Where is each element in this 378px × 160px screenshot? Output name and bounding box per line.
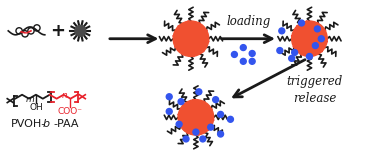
Text: OH: OH	[29, 103, 43, 112]
Circle shape	[292, 50, 297, 55]
Text: triggered
release: triggered release	[286, 75, 342, 105]
Circle shape	[314, 26, 320, 32]
Circle shape	[213, 97, 218, 103]
Circle shape	[166, 108, 172, 114]
Circle shape	[208, 124, 214, 130]
Circle shape	[178, 100, 214, 135]
Circle shape	[318, 36, 324, 42]
Circle shape	[292, 21, 327, 56]
Circle shape	[218, 131, 223, 137]
Circle shape	[240, 45, 246, 51]
Circle shape	[196, 89, 202, 95]
Circle shape	[178, 99, 184, 105]
Circle shape	[277, 48, 283, 53]
Text: b: b	[42, 119, 50, 129]
Text: PVOH-: PVOH-	[11, 119, 46, 129]
Circle shape	[279, 28, 285, 34]
Text: +: +	[50, 22, 65, 40]
Circle shape	[307, 53, 313, 59]
Text: -PAA: -PAA	[54, 119, 79, 129]
Circle shape	[193, 129, 199, 135]
Circle shape	[173, 21, 209, 56]
Circle shape	[313, 43, 318, 48]
Circle shape	[75, 25, 86, 36]
Circle shape	[200, 136, 206, 142]
Circle shape	[176, 121, 182, 127]
Text: COO⁻: COO⁻	[58, 107, 83, 116]
Circle shape	[299, 20, 305, 26]
Text: loading: loading	[226, 15, 270, 28]
Text: m: m	[26, 95, 34, 104]
Circle shape	[183, 136, 189, 142]
Text: n: n	[62, 91, 67, 100]
Circle shape	[231, 52, 237, 57]
Circle shape	[218, 112, 223, 117]
Circle shape	[249, 58, 255, 64]
Circle shape	[249, 51, 255, 56]
Circle shape	[228, 116, 234, 122]
Circle shape	[166, 94, 172, 100]
Circle shape	[289, 55, 294, 61]
Circle shape	[240, 58, 246, 64]
